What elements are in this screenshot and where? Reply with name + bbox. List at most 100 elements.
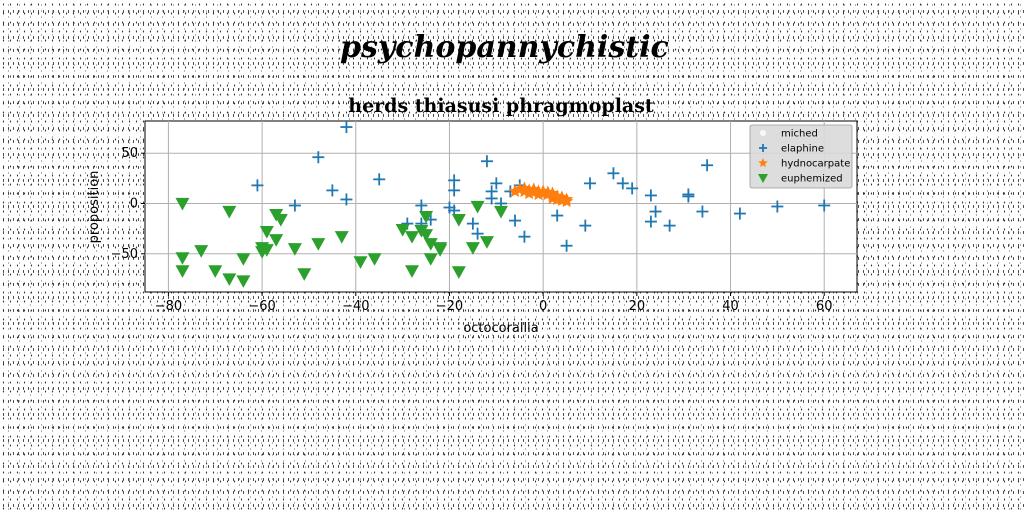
x-tick-label: 60 (816, 299, 833, 314)
elaphine-point (340, 193, 353, 206)
elaphine-point (471, 227, 484, 240)
x-axis-label: octocorallia (463, 321, 538, 336)
elaphine-point (584, 177, 596, 190)
hydnocarpate-point (559, 194, 574, 208)
elaphine-point (466, 217, 479, 230)
legend-box (749, 124, 853, 189)
elaphine-point (480, 155, 493, 168)
euphemized-point (269, 234, 284, 247)
elaphine-point (616, 177, 629, 190)
elaphine-point (312, 151, 325, 164)
elaphine-point (448, 184, 461, 197)
euphemized-point (175, 197, 190, 211)
elaphine-point (443, 201, 456, 214)
euphemized-point (334, 231, 349, 244)
elaphine-point (607, 167, 620, 180)
euphemized-point (236, 275, 251, 288)
euphemized-point (423, 253, 438, 266)
elaphine-point (696, 205, 709, 218)
euphemized-point (405, 265, 419, 278)
y-tick-label: 0 (130, 196, 138, 211)
legend: miched elaphine hydnocarpate euphemized (749, 124, 853, 189)
euphemized-point (367, 253, 382, 266)
elaphine-point (644, 215, 657, 228)
hydnocarpate-point (555, 193, 569, 207)
elaphine-point (551, 209, 564, 222)
y-tick-label: −50 (111, 247, 138, 262)
legend-marker-miched (760, 130, 766, 136)
elaphine-point (818, 199, 831, 212)
euphemized-point (175, 252, 190, 265)
elaphine-point (415, 199, 428, 212)
euphemized-point (194, 245, 209, 258)
euphemized-point (479, 236, 494, 249)
euphemized-point (255, 242, 270, 255)
hydnocarpate-point (522, 186, 536, 200)
elaphine-point (326, 184, 339, 197)
legend-label-elaphine: elaphine (781, 144, 824, 155)
euphemized-point (175, 265, 190, 278)
euphemized-point (395, 224, 410, 237)
elaphine-point (340, 121, 353, 134)
euphemized-point (208, 265, 223, 278)
elaphine-point (701, 159, 714, 172)
x-tick-label: −60 (248, 299, 275, 314)
hydnocarpate-point (545, 191, 560, 205)
elaphine-point (373, 173, 386, 186)
euphemized-point (451, 266, 466, 279)
elaphine-point (649, 205, 662, 218)
legend-label-hydnocarpate: hydnocarpate (781, 159, 850, 170)
elaphine-point (485, 192, 498, 205)
elaphine-point (490, 177, 503, 190)
euphemized-point (470, 200, 485, 214)
elaphine-point (733, 207, 746, 220)
elaphine-point (579, 219, 592, 232)
euphemized-point (222, 273, 237, 286)
elaphine-point (663, 219, 676, 232)
x-tick-label: −80 (155, 299, 182, 314)
data-layer (175, 121, 831, 288)
legend-marker-hydnocarpate (758, 158, 768, 167)
hydnocarpate-point (517, 181, 532, 195)
elaphine-point (448, 174, 461, 187)
chart-title: herds thiasusi phragmoplast (348, 95, 654, 117)
euphemized-point (259, 226, 274, 239)
euphemized-point (414, 225, 429, 238)
x-tick-label: 20 (629, 299, 646, 314)
euphemized-point (311, 238, 326, 251)
hydnocarpate-point (531, 187, 546, 201)
elaphine-point (560, 239, 573, 252)
x-tick-label: 0 (539, 299, 547, 314)
euphemized-point (222, 205, 237, 219)
euphemized-point (433, 242, 448, 255)
elaphine-point (288, 199, 301, 212)
hydnocarpate-point (508, 184, 522, 198)
legend-label-miched: miched (781, 129, 818, 140)
euphemized-point (287, 243, 302, 256)
euphemized-point (423, 238, 438, 251)
tick-layer: −80 −60 −40 −20 0 20 40 60 −50 0 50 (111, 146, 833, 314)
elaphine-point (518, 230, 531, 243)
x-tick-label: −40 (342, 299, 369, 314)
euphemized-point (451, 213, 466, 227)
x-tick-label: −20 (436, 299, 463, 314)
legend-label-euphemized: euphemized (781, 174, 843, 185)
euphemized-point (419, 210, 434, 224)
euphemized-point (273, 213, 288, 227)
elaphine-point (682, 188, 695, 201)
legend-marker-euphemized (758, 174, 768, 183)
elaphine-point (771, 200, 784, 213)
euphemized-point (405, 231, 419, 244)
y-tick-label: 50 (121, 146, 138, 161)
grid (145, 121, 857, 292)
euphemized-point (494, 205, 508, 219)
euphemized-point (353, 256, 368, 269)
elaphine-point (251, 179, 264, 192)
y-axis-label: proposition (87, 171, 102, 244)
legend-marker-elaphine (759, 144, 767, 152)
elaphine-point (644, 189, 657, 202)
euphemized-point (465, 242, 480, 255)
x-tick-label: 40 (722, 299, 739, 314)
elaphine-point (626, 182, 639, 195)
